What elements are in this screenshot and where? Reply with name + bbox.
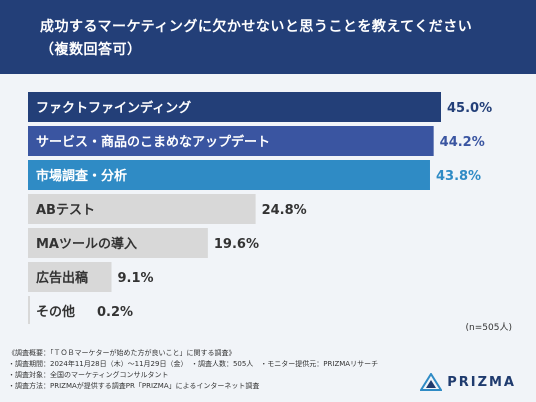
category-label-0: ファクトファインディング — [36, 100, 191, 116]
value-label-5: 9.1% — [118, 271, 154, 286]
logo-text: PRIZMA — [447, 374, 516, 390]
survey-note-title: 《調査概要：「ＴＯＢマーケターが始めた方が良いこと」に関する調査》 — [8, 349, 236, 357]
category-label-5: 広告出稿 — [36, 270, 88, 286]
value-label-2: 43.8% — [436, 169, 481, 184]
bar-5 — [28, 262, 112, 292]
bar-2 — [28, 160, 430, 190]
prizma-logo: PRIZMA — [420, 373, 516, 391]
chart-subtitle: （複数回答可） — [40, 42, 142, 58]
bar-6 — [28, 296, 30, 324]
value-label-6: 0.2% — [97, 305, 133, 320]
value-label-1: 44.2% — [440, 135, 485, 150]
bar-4 — [28, 228, 208, 258]
chart-title: 成功するマーケティングに欠かせないと思うことを教えてください — [40, 19, 473, 35]
value-label-4: 19.6% — [214, 237, 259, 252]
survey-note-period: ・調査期間：2024年11月28日（木）〜11月29日（金） ・調査人数：505… — [8, 360, 379, 368]
bar-1 — [28, 126, 434, 156]
bar-0 — [28, 92, 441, 122]
value-label-0: 45.0% — [447, 101, 492, 116]
value-label-3: 24.8% — [262, 203, 307, 218]
survey-note-method: ・調査方法：PRIZMAが提供する調査PR「PRIZMA」によるインターネット調… — [8, 382, 260, 390]
category-label-2: 市場調査・分析 — [36, 168, 127, 184]
category-label-4: MAツールの導入 — [36, 236, 137, 252]
bar-3 — [28, 194, 256, 224]
title-banner: 成功するマーケティングに欠かせないと思うことを教えてください （複数回答可） — [0, 0, 536, 74]
category-label-3: ABテスト — [36, 203, 95, 218]
sample-size-label: (n=505人) — [465, 323, 512, 333]
bar-chart: ファクトファインディング 45.0% サービス・商品のこまめなアップデート 44.2%… — [28, 92, 492, 324]
survey-note-target: ・調査対象：全国のマーケティングコンサルタント — [8, 371, 169, 379]
prizma-triangle-icon — [420, 373, 443, 391]
category-label-1: サービス・商品のこまめなアップデート — [36, 134, 270, 150]
survey-notes: 《調査概要：「ＴＯＢマーケターが始めた方が良いこと」に関する調査》 ・調査期間：… — [8, 348, 448, 392]
category-label-6: その他 — [36, 304, 75, 320]
